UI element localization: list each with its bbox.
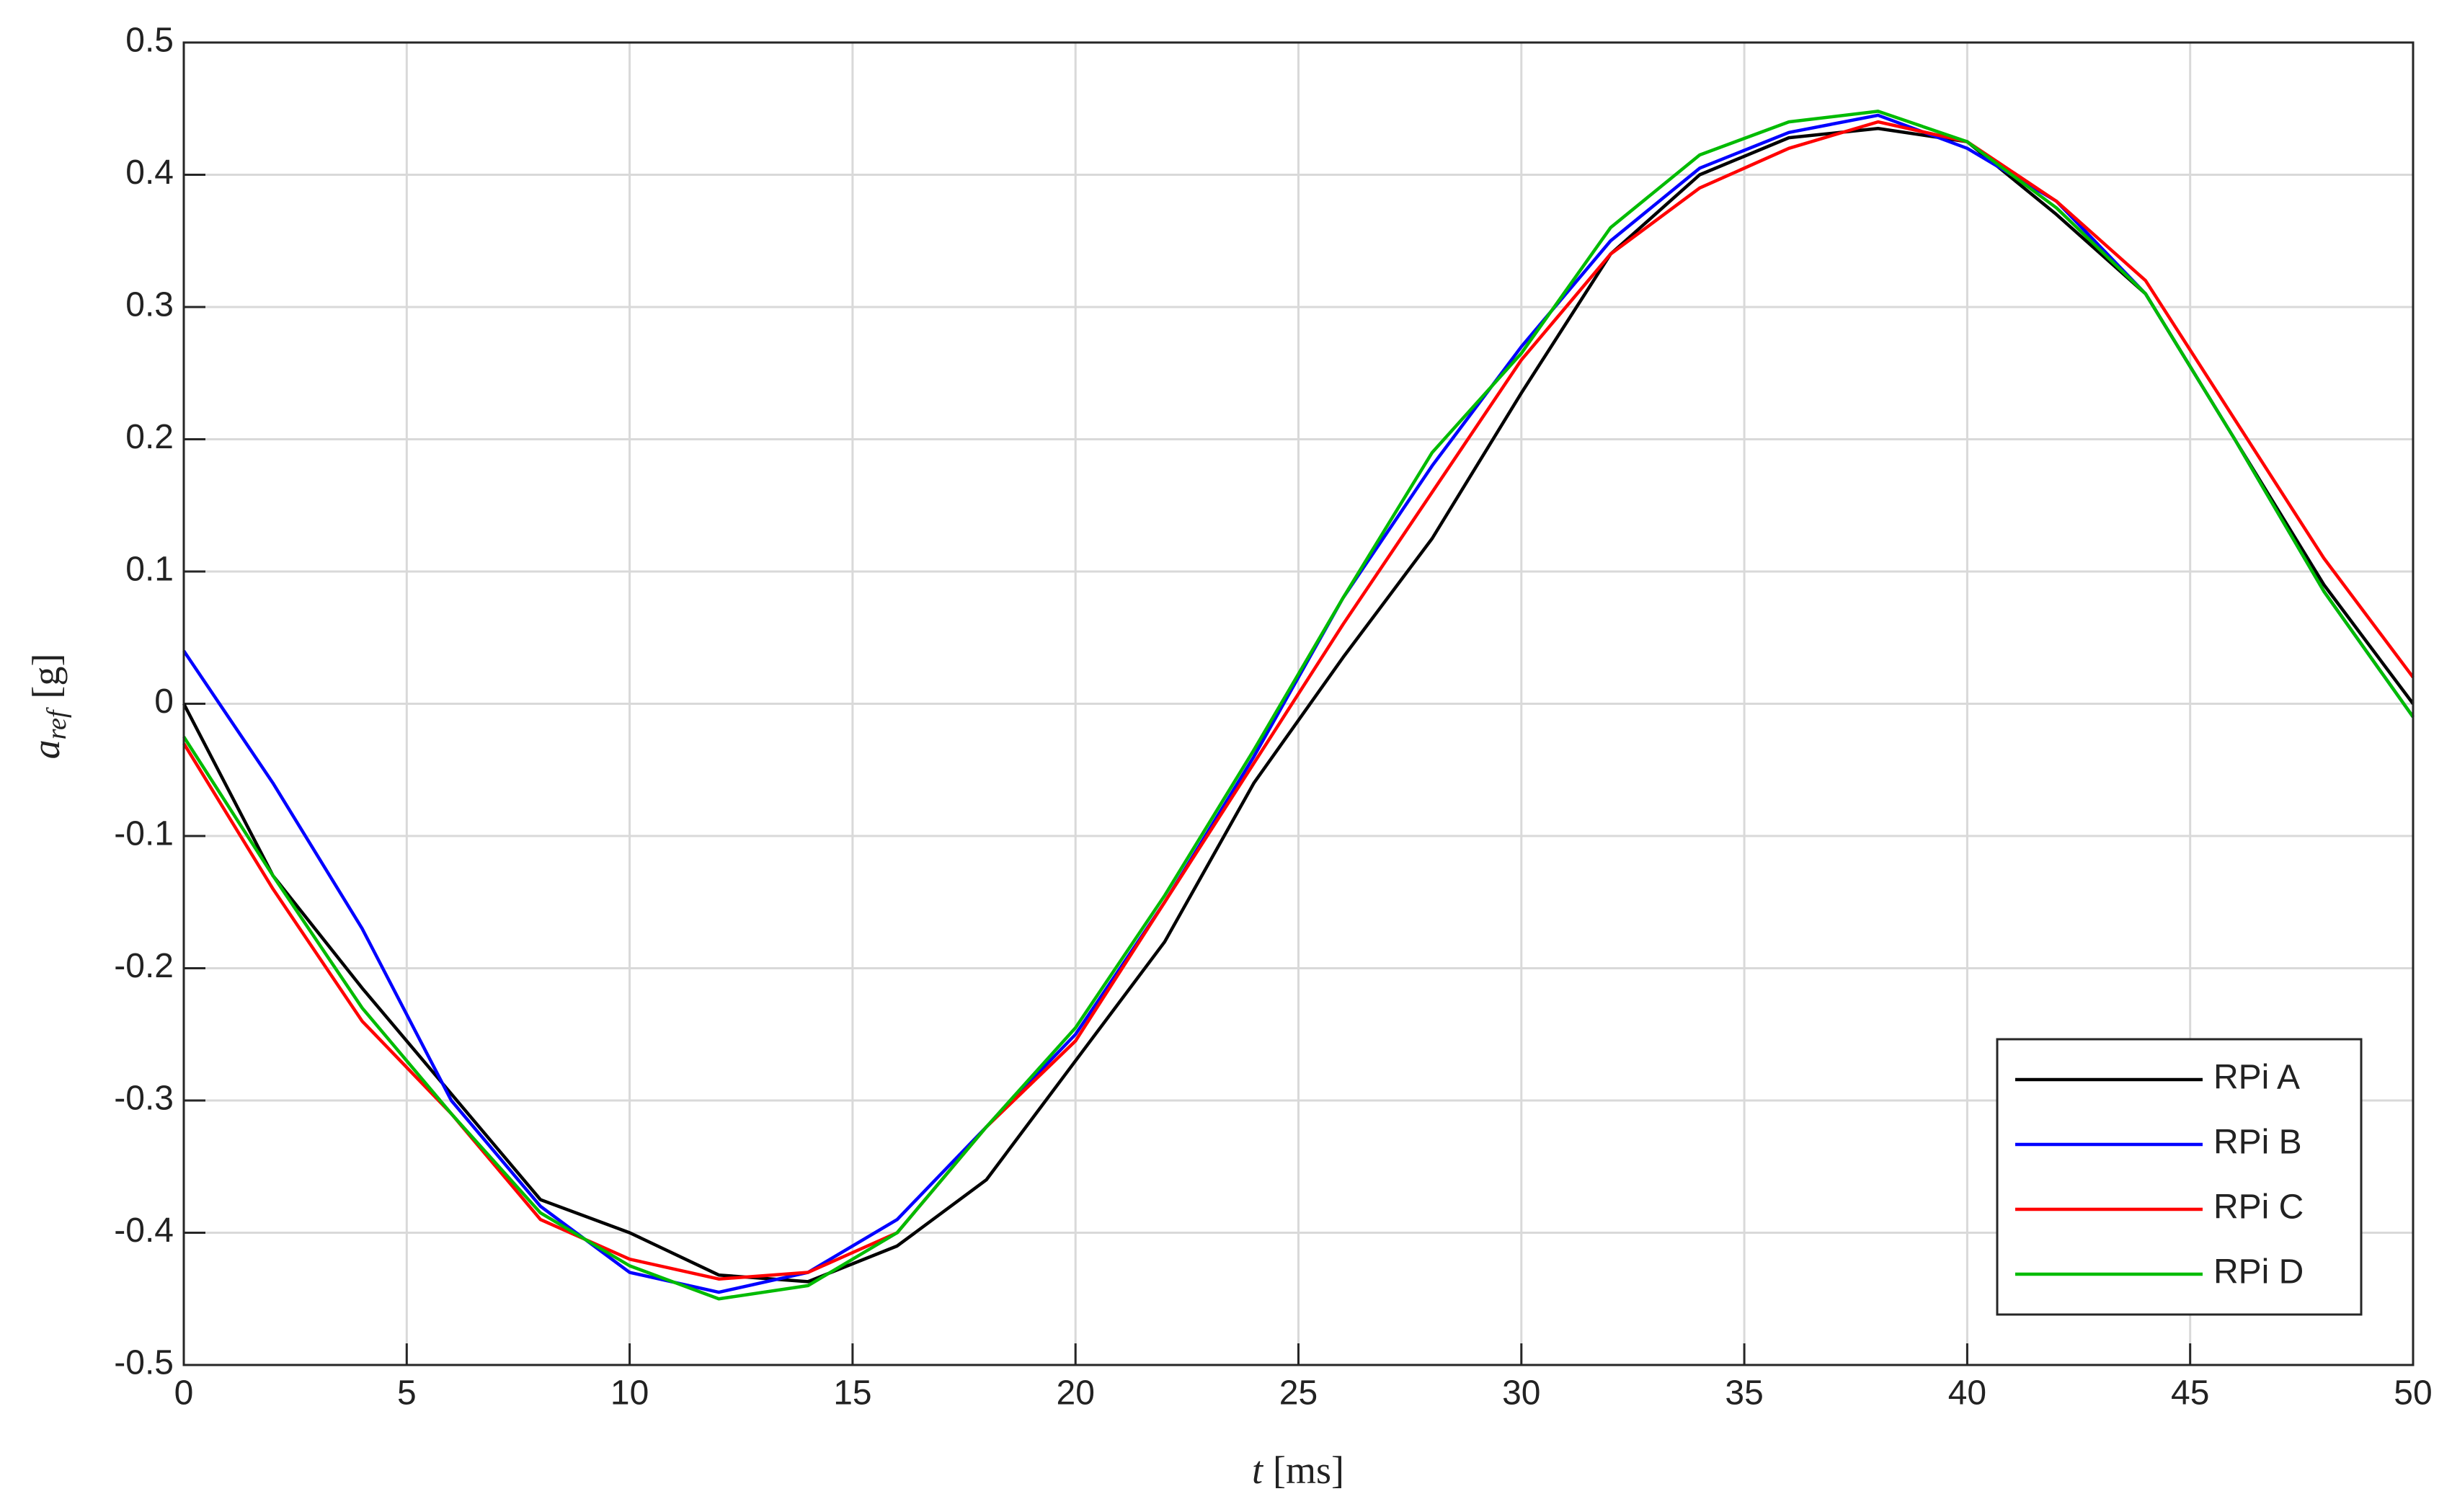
y-tick-label: 0.5 bbox=[125, 22, 174, 60]
y-label-subscript: ref bbox=[42, 707, 72, 739]
x-tick-label: 30 bbox=[1502, 1374, 1540, 1413]
y-tick-label: 0 bbox=[154, 682, 174, 721]
legend-label: RPi A bbox=[2213, 1059, 2300, 1097]
x-tick-label: 25 bbox=[1279, 1374, 1318, 1413]
y-tick-label: -0.4 bbox=[114, 1211, 174, 1250]
y-tick-label: -0.3 bbox=[114, 1080, 174, 1118]
x-tick-label: 50 bbox=[2394, 1374, 2432, 1413]
x-label-symbol: t bbox=[1252, 1449, 1264, 1492]
y-tick-label: 0.2 bbox=[125, 418, 174, 456]
x-axis-label: t [ms] bbox=[1252, 1449, 1344, 1492]
plot-frame bbox=[182, 41, 2415, 1366]
y-tick-label: 0.3 bbox=[125, 286, 174, 324]
y-label-unit: [g] bbox=[25, 654, 68, 699]
x-tick-label: 15 bbox=[833, 1374, 871, 1413]
x-tick-label: 45 bbox=[2171, 1374, 2209, 1413]
x-tick-label: 40 bbox=[1948, 1374, 1986, 1413]
y-tick-label: -0.1 bbox=[114, 815, 174, 853]
y-tick-label: -0.5 bbox=[114, 1344, 174, 1382]
x-tick-label: 10 bbox=[610, 1374, 649, 1413]
y-axis-label: aref [g] bbox=[25, 654, 71, 760]
y-label-symbol: a bbox=[25, 739, 68, 759]
y-tick-label: 0.4 bbox=[125, 154, 174, 192]
y-tick-label: -0.2 bbox=[114, 947, 174, 985]
series-line bbox=[182, 127, 2415, 1284]
series-line bbox=[182, 110, 2415, 1301]
x-label-unit: [ms] bbox=[1273, 1449, 1344, 1492]
x-tick-label: 5 bbox=[397, 1374, 417, 1413]
legend-box bbox=[1996, 1038, 2363, 1316]
legend-label: RPi C bbox=[2213, 1188, 2304, 1227]
legend-label: RPi B bbox=[2213, 1124, 2302, 1162]
x-tick-label: 0 bbox=[174, 1374, 194, 1413]
legend-label: RPi D bbox=[2213, 1253, 2304, 1291]
x-tick-label: 35 bbox=[1725, 1374, 1763, 1413]
y-tick-label: 0.1 bbox=[125, 551, 174, 589]
x-tick-label: 20 bbox=[1057, 1374, 1095, 1413]
series-line bbox=[182, 120, 2415, 1281]
